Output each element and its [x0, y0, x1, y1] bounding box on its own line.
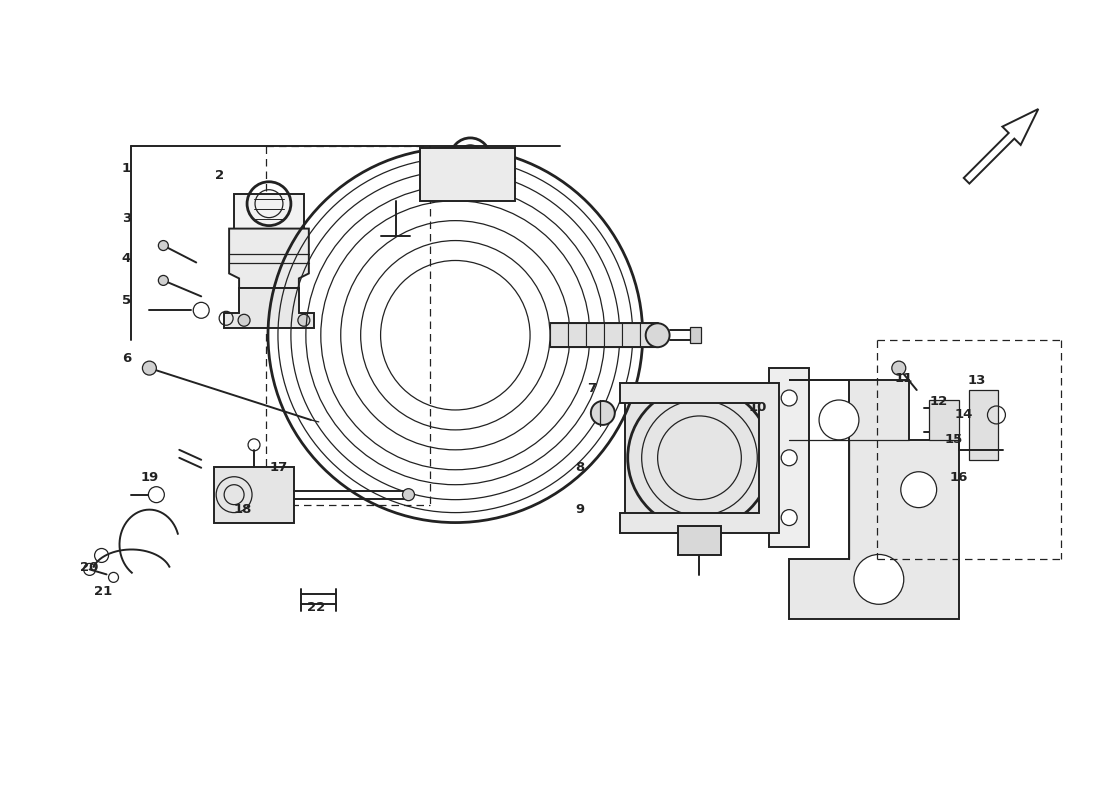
- Polygon shape: [586, 323, 604, 347]
- Text: 3: 3: [122, 212, 131, 225]
- Text: 5: 5: [122, 294, 131, 307]
- Text: 14: 14: [955, 409, 972, 422]
- Bar: [690, 327, 702, 343]
- Circle shape: [820, 400, 859, 440]
- Polygon shape: [214, 466, 294, 522]
- Circle shape: [781, 390, 798, 406]
- Polygon shape: [619, 383, 779, 533]
- Text: 8: 8: [575, 462, 584, 474]
- Text: 16: 16: [949, 471, 968, 484]
- Text: 18: 18: [234, 503, 252, 516]
- Polygon shape: [234, 194, 304, 229]
- Text: 6: 6: [122, 352, 131, 365]
- Circle shape: [403, 489, 415, 501]
- Text: 20: 20: [80, 561, 99, 574]
- Circle shape: [901, 472, 937, 508]
- Polygon shape: [420, 148, 515, 201]
- Polygon shape: [928, 400, 958, 440]
- Polygon shape: [229, 229, 309, 288]
- Polygon shape: [640, 323, 658, 347]
- Circle shape: [158, 241, 168, 250]
- Text: 7: 7: [587, 382, 596, 394]
- Text: 22: 22: [307, 601, 324, 614]
- Polygon shape: [604, 323, 622, 347]
- Circle shape: [781, 450, 798, 466]
- Text: 11: 11: [894, 371, 913, 385]
- Circle shape: [158, 275, 168, 286]
- Text: 21: 21: [95, 585, 112, 598]
- Circle shape: [238, 314, 250, 326]
- Polygon shape: [964, 109, 1038, 183]
- Text: 1: 1: [122, 162, 131, 175]
- Circle shape: [298, 314, 310, 326]
- Polygon shape: [968, 390, 999, 460]
- Polygon shape: [224, 288, 314, 328]
- Circle shape: [781, 510, 798, 526]
- Text: 15: 15: [945, 434, 962, 446]
- Circle shape: [892, 361, 905, 375]
- Polygon shape: [568, 323, 586, 347]
- Text: 2: 2: [214, 170, 223, 182]
- Text: 17: 17: [270, 462, 288, 474]
- Polygon shape: [550, 323, 568, 347]
- Text: 13: 13: [967, 374, 986, 386]
- Polygon shape: [789, 380, 958, 619]
- Polygon shape: [769, 368, 810, 547]
- Circle shape: [854, 554, 904, 604]
- Polygon shape: [621, 323, 640, 347]
- Text: 9: 9: [575, 503, 584, 516]
- Text: 12: 12: [930, 395, 948, 409]
- Circle shape: [646, 323, 670, 347]
- Text: 4: 4: [122, 252, 131, 265]
- Text: 10: 10: [748, 402, 767, 414]
- Circle shape: [591, 401, 615, 425]
- Bar: [625, 390, 774, 526]
- Text: 19: 19: [141, 471, 158, 484]
- Bar: [678, 526, 722, 555]
- Circle shape: [142, 361, 156, 375]
